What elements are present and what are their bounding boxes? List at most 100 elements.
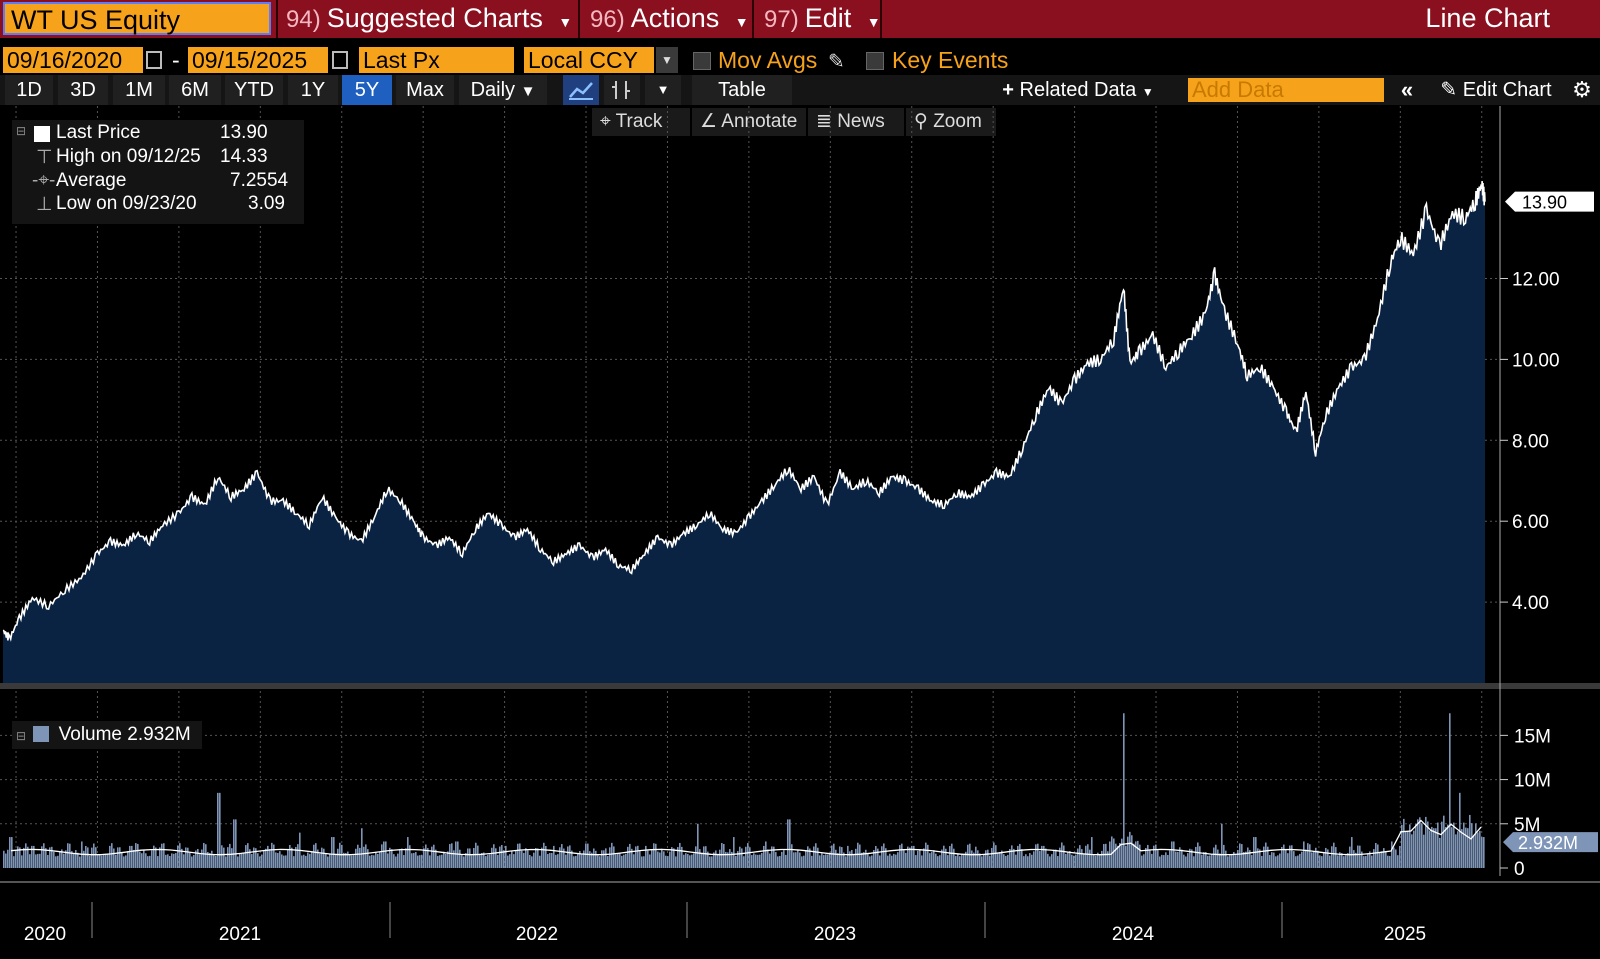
chevron-down-icon[interactable]: ▼ (645, 75, 681, 105)
volume-bar (1113, 838, 1115, 868)
volume-bar (1275, 856, 1277, 868)
volume-bar (1369, 851, 1371, 868)
price-volume-chart[interactable]: 4.00 6.00 8.00 10.00 12.00 13.90 0 5M 10M 15M 2.9… (0, 106, 1600, 959)
range-max-button[interactable]: Max (396, 75, 454, 105)
volume-bar (1195, 846, 1197, 868)
related-data-menu[interactable]: + Related Data ▼ (990, 75, 1166, 105)
volume-bar (849, 851, 851, 868)
volume-bar (493, 844, 495, 868)
line-chart-icon[interactable] (563, 75, 599, 105)
volume-bar (163, 843, 165, 868)
volume-bar (783, 850, 785, 868)
volume-bar (1141, 855, 1143, 868)
volume-bar (327, 856, 329, 868)
table-button[interactable]: Table (692, 75, 792, 105)
volume-bar (521, 850, 523, 868)
volume-bar (1181, 849, 1183, 868)
average-marker-icon: -⌖- (32, 170, 56, 191)
collapse-icon[interactable]: ⊟ (16, 124, 27, 138)
volume-bar (625, 853, 627, 868)
volume-bar (831, 845, 833, 868)
volume-bar (651, 850, 653, 868)
volume-bar (217, 792, 219, 868)
volume-bar (465, 853, 467, 868)
volume-bar (303, 854, 305, 868)
volume-bar (1053, 849, 1055, 868)
volume-bar (719, 849, 721, 868)
zoom-tool[interactable]: ⚲ Zoom (906, 108, 996, 136)
volume-bar (835, 849, 837, 868)
volume-bar (377, 853, 379, 868)
start-date-input[interactable]: 09/16/2020 (3, 47, 143, 73)
volume-bar (1327, 849, 1329, 868)
volume-bar (889, 853, 891, 868)
key-events-checkbox[interactable] (866, 52, 884, 70)
volume-bar (627, 846, 629, 868)
add-data-input[interactable]: Add Data (1188, 78, 1384, 102)
edit-chart-button[interactable]: ✎ Edit Chart (1428, 75, 1564, 105)
low-label: Low on 09/23/20 (56, 193, 197, 214)
volume-bar (1153, 845, 1155, 868)
volume-bar (941, 849, 943, 868)
calendar-icon[interactable] (332, 51, 348, 69)
volume-bar (1223, 844, 1225, 868)
volume-bar (1079, 845, 1081, 868)
actions-menu[interactable]: 96) Actions ▼ (590, 0, 749, 38)
collapse-icon[interactable]: « (1400, 77, 1414, 102)
range-5y-button[interactable]: 5Y (342, 75, 392, 105)
volume-bar (983, 854, 985, 868)
mov-avgs-label[interactable]: Mov Avgs (718, 47, 818, 73)
range-3d-button[interactable]: 3D (58, 75, 108, 105)
calendar-icon[interactable] (146, 51, 162, 69)
ticker-input[interactable]: WT US Equity (3, 2, 271, 35)
volume-bar (1081, 849, 1083, 868)
range-1d-button[interactable]: 1D (5, 75, 53, 105)
volume-bar (259, 856, 261, 868)
periodicity-select[interactable]: Daily ▼ (459, 75, 547, 105)
range-1m-button[interactable]: 1M (113, 75, 165, 105)
volume-bar (1023, 856, 1025, 868)
end-date-input[interactable]: 09/15/2025 (188, 47, 328, 73)
range-ytd-button[interactable]: YTD (225, 75, 283, 105)
volume-bar (869, 856, 871, 868)
volume-bar (1313, 851, 1315, 868)
volume-bar (925, 842, 927, 868)
edit-menu[interactable]: 97) Edit ▼ (764, 0, 881, 38)
currency-select[interactable]: Local CCY (524, 47, 654, 73)
volume-bar (1361, 851, 1363, 868)
pencil-icon[interactable]: ✎ (828, 51, 845, 73)
mov-avgs-checkbox[interactable] (693, 52, 711, 70)
volume-bar (671, 847, 673, 868)
volume-bar (207, 852, 209, 868)
volume-bar (213, 853, 215, 868)
volume-bar (1039, 850, 1041, 868)
range-1y-button[interactable]: 1Y (288, 75, 338, 105)
track-tool[interactable]: ⌖ Track (592, 108, 690, 136)
volume-bar (1377, 844, 1379, 868)
volume-bar (549, 852, 551, 868)
volume-bar (459, 849, 461, 868)
volume-bar (257, 853, 259, 868)
field-input[interactable]: Last Px (359, 47, 514, 73)
volume-bar (769, 853, 771, 868)
volume-bar (565, 854, 567, 868)
volume-bar (489, 854, 491, 868)
chevron-down-icon[interactable]: ▼ (656, 47, 678, 73)
volume-bar (947, 855, 949, 868)
volume-bar (609, 847, 611, 868)
key-events-label[interactable]: Key Events (892, 47, 1009, 73)
suggested-charts-menu[interactable]: 94) Suggested Charts ▼ (286, 0, 572, 38)
bar-chart-icon[interactable] (604, 75, 640, 105)
news-tool[interactable]: ≣ News (808, 108, 904, 136)
volume-bar (247, 843, 249, 868)
volume-bar (13, 856, 15, 868)
volume-bar (417, 855, 419, 868)
collapse-icon[interactable]: ⊟ (16, 729, 27, 743)
gear-icon[interactable]: ⚙ (1572, 77, 1592, 102)
volume-bar (1027, 856, 1029, 868)
volume-bar (1197, 842, 1199, 868)
volume-bar (187, 847, 189, 868)
volume-bar (1433, 828, 1435, 868)
volume-bar (669, 851, 671, 868)
range-6m-button[interactable]: 6M (169, 75, 221, 105)
